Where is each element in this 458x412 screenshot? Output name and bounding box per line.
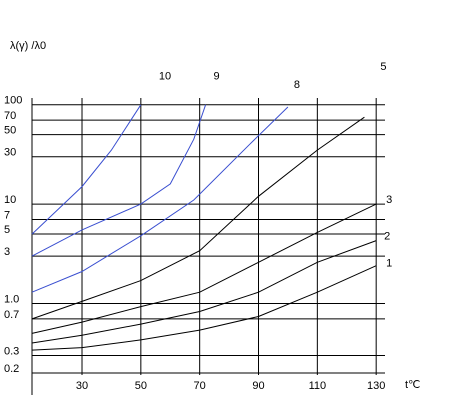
curve [31,265,377,351]
x-tick-label: 90 [252,380,264,392]
x-tick-label: 50 [135,380,147,392]
curve-label: 3 [386,194,392,206]
y-axis-label: λ(γ) /λ0 [10,40,46,52]
y-tick-label: 0.3 [4,345,19,357]
y-tick-label: 0.7 [4,309,19,321]
curve-label: 8 [294,79,300,91]
x-tick-label: 30 [76,380,88,392]
curve-label: 9 [214,71,220,83]
x-tick-label: 130 [367,380,385,392]
curve [31,116,365,320]
y-tick-label: 30 [4,147,16,159]
x-tick-label: 70 [194,380,206,392]
y-tick-label: 50 [4,125,16,137]
curve [31,104,142,235]
y-tick-label: 100 [4,95,22,107]
curve [31,106,289,293]
curve-label: 5 [380,61,386,73]
curve-label: 2 [384,230,390,242]
y-tick-label: 1.0 [4,293,19,305]
y-tick-label: 3 [4,246,10,258]
y-tick-label: 5 [4,224,10,236]
y-tick-label: 70 [4,110,16,122]
curve-label: 10 [159,71,171,83]
curve [31,203,377,334]
x-axis-label: t℃ [405,379,420,391]
curve [31,104,207,257]
y-tick-label: 7 [4,209,10,221]
curve [31,240,377,344]
x-tick-label: 110 [309,380,327,392]
y-tick-label: 10 [4,194,16,206]
curve-label: 1 [386,258,392,270]
y-tick-label: 0.2 [4,363,19,375]
